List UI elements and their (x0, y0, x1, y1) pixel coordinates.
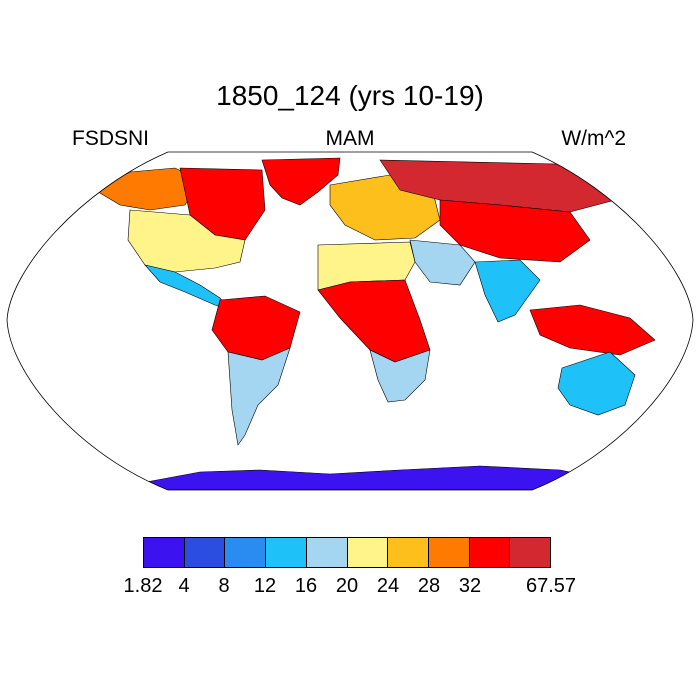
variable-label: FSDSNI (72, 127, 150, 150)
colorbar-label-8: 32 (458, 575, 482, 597)
units-label: W/m^2 (561, 127, 626, 150)
colorbar-box-3 (265, 537, 307, 568)
plot-title: 1850_124 (yrs 10-19) (216, 80, 484, 111)
colorbar-label-7: 28 (417, 575, 441, 597)
globe-outline (6, 151, 694, 491)
region-mexico (144, 264, 231, 311)
region-central-africa (317, 279, 431, 363)
region-greenland (261, 157, 341, 206)
region-usa (127, 209, 246, 273)
season-label: MAM (325, 127, 375, 150)
region-central-asia (439, 199, 591, 263)
colorbar-box-8 (468, 537, 511, 568)
region-india (474, 259, 541, 323)
colorbar-box-6 (387, 537, 429, 568)
colorbar-label-4: 16 (294, 575, 318, 597)
region-australia (557, 351, 636, 416)
colorbar-label-1: 4 (178, 575, 190, 597)
colorbar (143, 537, 552, 568)
colorbar-label-9: 67.57 (525, 575, 577, 597)
region-indonesia (529, 304, 656, 356)
colorbar-box-1 (183, 537, 226, 568)
region-antarctica (129, 465, 602, 490)
colorbar-label-2: 8 (218, 575, 230, 597)
region-south-america-south (227, 347, 291, 446)
colorbar-box-7 (427, 537, 470, 568)
colorbar-label-6: 24 (376, 575, 400, 597)
colorbar-box-5 (346, 537, 389, 568)
colorbar-box-9 (509, 537, 552, 568)
colorbar-label-0: 1.82 (123, 575, 163, 597)
colorbar-label-3: 12 (253, 575, 277, 597)
colorbar-label-5: 20 (335, 575, 359, 597)
region-southern-africa (369, 349, 431, 403)
colorbar-box-4 (305, 537, 348, 568)
colorbar-box-2 (224, 537, 267, 568)
colorbar-box-0 (143, 537, 185, 568)
